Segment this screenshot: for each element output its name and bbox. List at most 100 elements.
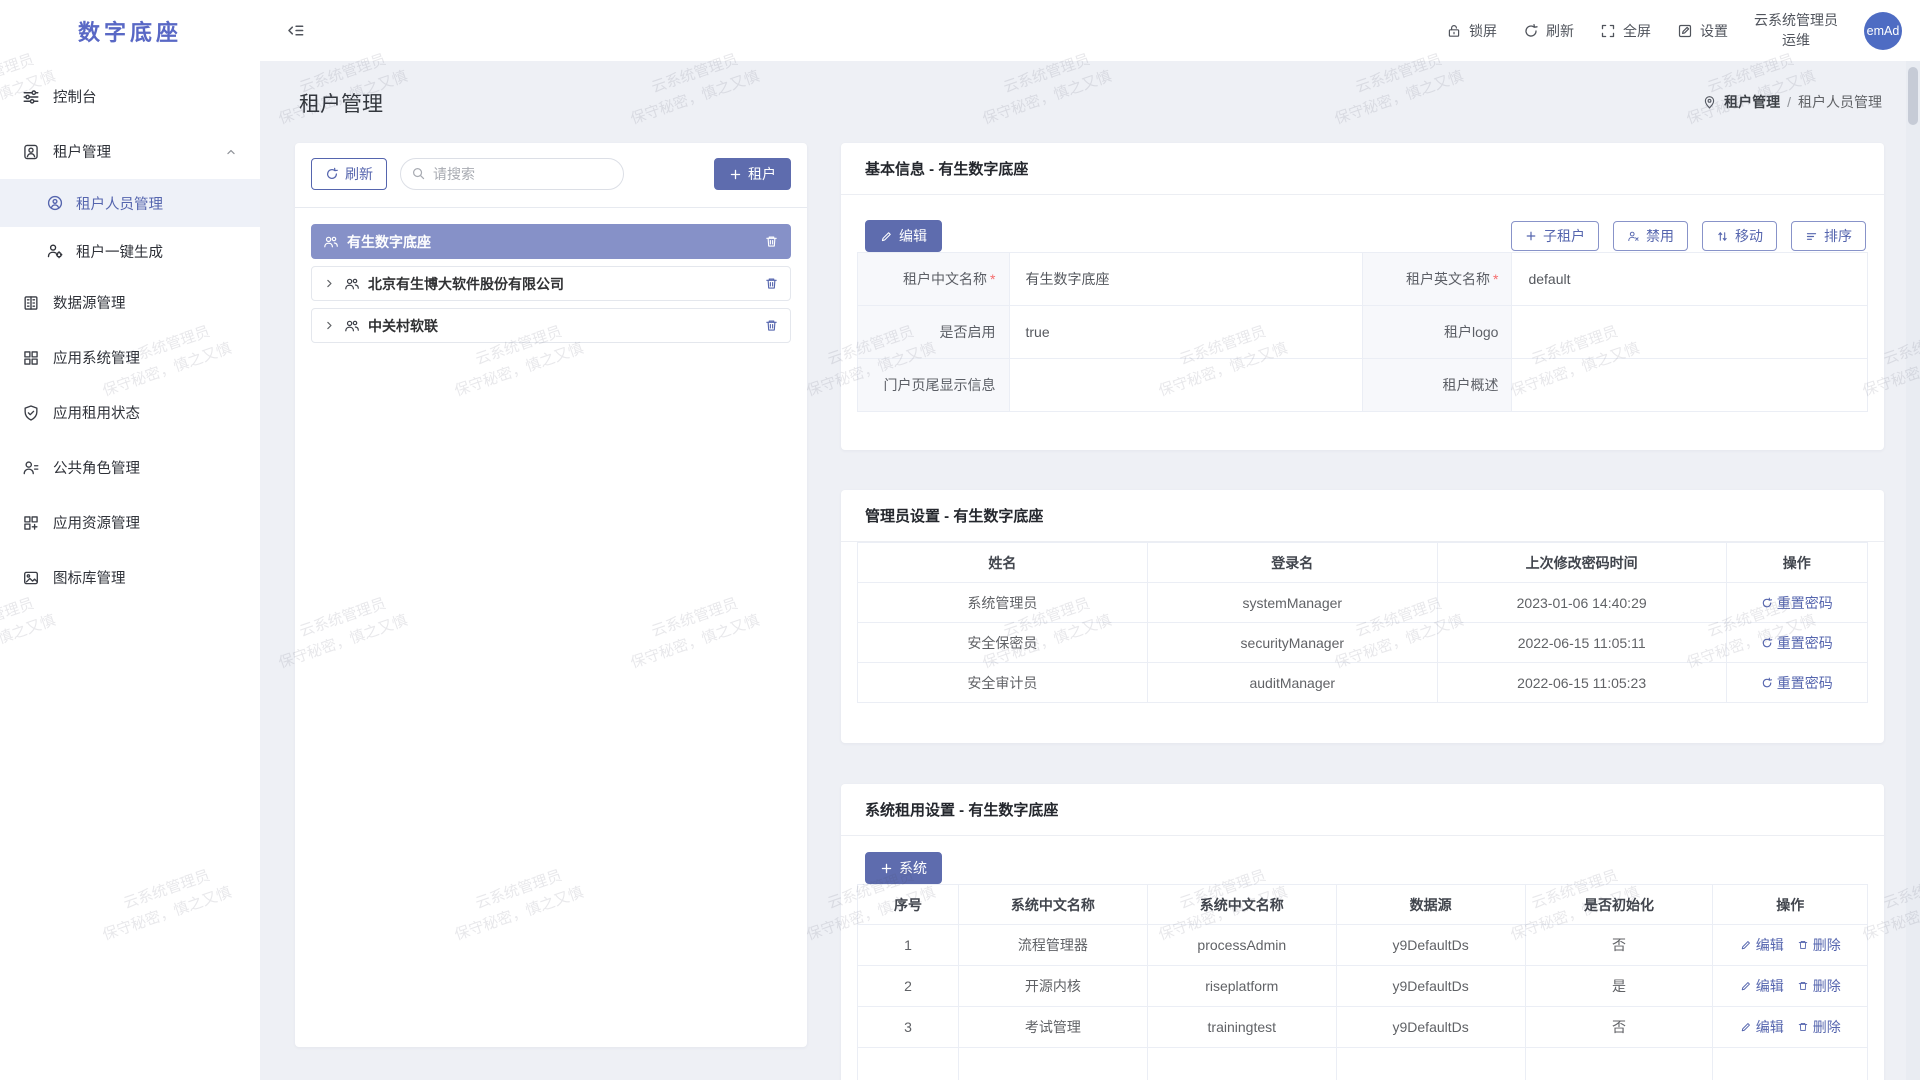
user-dept-line: 运维	[1782, 31, 1810, 48]
sidebar-item-label: 租户一键生成	[76, 244, 163, 261]
sidebar-item-tenant-users[interactable]: 租户人员管理	[0, 179, 260, 227]
location-pin-icon	[1702, 95, 1717, 110]
field-value: 有生数字底座	[1008, 252, 1363, 306]
scrollbar-thumb[interactable]	[1908, 67, 1918, 125]
delete-tenant-icon[interactable]	[764, 234, 779, 249]
delete-system-link[interactable]: 删除	[1797, 1017, 1841, 1037]
admin-login: systemManager	[1146, 582, 1438, 623]
sidebar-item-label: 控制台	[53, 90, 97, 106]
user-role-line: 云系统管理员	[1754, 11, 1838, 28]
admin-name: 系统管理员	[857, 582, 1148, 623]
delete-tenant-icon[interactable]	[764, 318, 779, 333]
system-table: 序号 系统中文名称 系统中文名称 数据源 是否初始化 操作 1 流程管理器 pr…	[857, 884, 1868, 1080]
table-row: 安全保密员 securityManager 2022-06-15 11:05:1…	[857, 622, 1869, 663]
sort-button[interactable]: 排序	[1791, 221, 1866, 251]
tenant-toolbar: 刷新 租户	[311, 158, 791, 190]
edit-square-icon	[1677, 23, 1693, 39]
reset-password-link[interactable]: 重置密码	[1761, 633, 1833, 653]
sidebar-item-label: 应用系统管理	[53, 351, 140, 367]
required-asterisk: *	[1493, 271, 1499, 287]
sidebar-item-label: 图标库管理	[53, 571, 126, 587]
sidebar-item-label: 租户人员管理	[76, 196, 163, 213]
plus-icon	[880, 862, 893, 875]
edit-system-link[interactable]: 编辑	[1740, 935, 1784, 955]
user-circle-icon	[46, 194, 64, 212]
add-subtenant-button[interactable]: 子租户	[1511, 221, 1599, 251]
tenant-tree: 有生数字底座 北京有生博大软件股份有限公司 中关村软联	[311, 224, 791, 343]
refresh-button[interactable]: 刷新	[1523, 21, 1574, 41]
field-value	[1511, 305, 1868, 359]
delete-system-link[interactable]: 删除	[1797, 976, 1841, 996]
sidebar-item-app-resources[interactable]: 应用资源管理	[0, 495, 260, 550]
column-header: 操作	[1725, 542, 1869, 583]
settings-button[interactable]: 设置	[1677, 21, 1728, 41]
delete-tenant-icon[interactable]	[764, 276, 779, 291]
tree-node-label: 北京有生博大软件股份有限公司	[368, 275, 564, 292]
console-sliders-icon	[22, 88, 40, 106]
refresh-icon	[325, 167, 339, 181]
sidebar-item-console[interactable]: 控制台	[0, 69, 260, 124]
sidebar-item-icon-library[interactable]: 图标库管理	[0, 550, 260, 605]
lock-icon	[1446, 23, 1462, 39]
breadcrumb: 租户管理 / 租户人员管理	[1702, 92, 1882, 112]
edit-system-link[interactable]: 编辑	[1740, 1017, 1784, 1037]
avatar-text: emAd	[1866, 23, 1900, 38]
system-rent-title: 系统租用设置 - 有生数字底座	[841, 784, 1884, 836]
sidebar-item-app-rent-status[interactable]: 应用租用状态	[0, 385, 260, 440]
sys-cn-name: 考试管理	[957, 1006, 1148, 1048]
admin-settings-title: 管理员设置 - 有生数字底座	[841, 490, 1884, 542]
sidebar-collapse-icon[interactable]	[286, 21, 305, 40]
tree-refresh-label: 刷新	[345, 166, 373, 182]
sys-cn-name: 开源内核	[957, 965, 1148, 1007]
sidebar-item-app-system[interactable]: 应用系统管理	[0, 330, 260, 385]
lock-screen-label: 锁屏	[1469, 22, 1497, 39]
avatar[interactable]: emAd	[1864, 11, 1902, 50]
tree-node-label: 中关村软联	[368, 317, 438, 334]
disable-button[interactable]: 禁用	[1613, 221, 1688, 251]
sidebar: 数字底座 控制台 租户管理 租户人员管理	[0, 0, 260, 1080]
column-header: 系统中文名称	[957, 884, 1148, 925]
sidebar-item-public-roles[interactable]: 公共角色管理	[0, 440, 260, 495]
sys-no: 3	[857, 1006, 959, 1048]
chevron-right-icon[interactable]	[323, 319, 336, 332]
sys-initialized: 否	[1524, 924, 1714, 966]
reset-password-link[interactable]: 重置密码	[1761, 593, 1833, 613]
column-header: 登录名	[1146, 542, 1438, 583]
chevron-right-icon[interactable]	[323, 277, 336, 290]
move-button[interactable]: 移动	[1702, 221, 1777, 251]
field-value: default	[1511, 252, 1868, 306]
lock-screen-button[interactable]: 锁屏	[1446, 21, 1497, 41]
breadcrumb-parent[interactable]: 租户管理	[1724, 94, 1781, 110]
tree-node-root[interactable]: 有生数字底座	[311, 224, 791, 259]
column-header: 操作	[1712, 884, 1868, 925]
delete-system-link[interactable]: 删除	[1797, 935, 1841, 955]
chevron-up-icon	[224, 145, 238, 159]
user-gear-icon	[46, 242, 64, 260]
sidebar-item-tenant-mgmt[interactable]: 租户管理	[0, 124, 260, 179]
sidebar-item-tenant-generate[interactable]: 租户一键生成	[0, 227, 260, 275]
admin-pwd-time: 2022-06-15 11:05:11	[1436, 622, 1727, 663]
tree-node-beijing[interactable]: 北京有生博大软件股份有限公司	[311, 266, 791, 301]
add-system-button[interactable]: 系统	[865, 852, 942, 884]
edit-button[interactable]: 编辑	[865, 220, 942, 252]
reset-password-link[interactable]: 重置密码	[1761, 673, 1833, 693]
column-header: 序号	[857, 884, 959, 925]
sys-initialized: 否	[1524, 1006, 1714, 1048]
tenant-search-input[interactable]	[400, 158, 624, 190]
refresh-label: 刷新	[1546, 22, 1574, 39]
column-header: 数据源	[1335, 884, 1526, 925]
current-user[interactable]: 云系统管理员 运维	[1754, 11, 1838, 50]
tree-node-zgc[interactable]: 中关村软联	[311, 308, 791, 343]
sys-en-name: processAdmin	[1146, 924, 1337, 966]
tree-refresh-button[interactable]: 刷新	[311, 158, 387, 190]
fullscreen-button[interactable]: 全屏	[1600, 21, 1651, 41]
page-scrollbar	[1906, 61, 1920, 1080]
resource-grid-icon	[22, 514, 40, 532]
add-tenant-button[interactable]: 租户	[714, 158, 791, 190]
tree-node-label: 有生数字底座	[347, 233, 431, 250]
admin-name: 安全保密员	[857, 622, 1148, 663]
edit-system-link[interactable]: 编辑	[1740, 976, 1784, 996]
sidebar-item-label: 数据源管理	[53, 296, 126, 312]
settings-label: 设置	[1700, 22, 1728, 39]
sidebar-item-datasource[interactable]: 数据源管理	[0, 275, 260, 330]
